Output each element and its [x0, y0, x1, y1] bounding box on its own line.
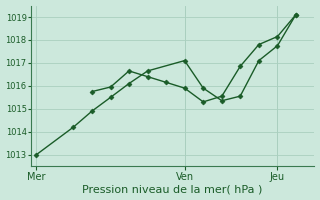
X-axis label: Pression niveau de la mer( hPa ): Pression niveau de la mer( hPa ): [83, 184, 263, 194]
